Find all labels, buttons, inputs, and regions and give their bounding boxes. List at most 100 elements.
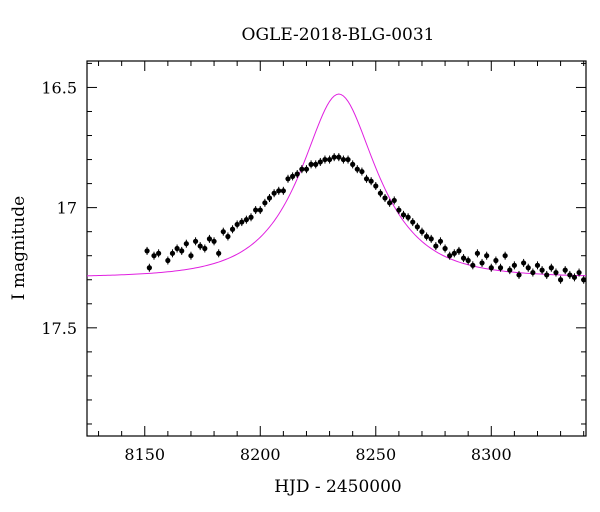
data-point xyxy=(521,260,527,266)
data-point xyxy=(447,253,453,259)
data-point xyxy=(567,272,573,278)
data-point xyxy=(340,156,347,163)
data-point xyxy=(234,221,240,228)
data-point xyxy=(220,229,226,235)
y-tick-label: 17.5 xyxy=(41,319,77,338)
data-point xyxy=(331,154,337,160)
data-point xyxy=(183,241,189,247)
data-point xyxy=(451,250,457,256)
data-point xyxy=(216,250,222,256)
data-point xyxy=(576,269,582,276)
data-point xyxy=(192,238,199,244)
data-point xyxy=(197,243,203,249)
data-point xyxy=(539,267,545,273)
data-point xyxy=(280,188,286,194)
model-curve xyxy=(86,93,587,277)
data-point xyxy=(294,171,300,177)
x-tick-label: 8150 xyxy=(124,445,165,464)
data-point xyxy=(377,190,383,196)
data-point xyxy=(169,250,176,256)
data-point xyxy=(156,250,162,256)
data-point xyxy=(373,183,379,189)
data-point xyxy=(165,257,171,264)
data-point xyxy=(257,207,263,213)
data-point xyxy=(511,262,517,268)
data-point xyxy=(497,265,504,271)
data-point xyxy=(414,224,420,230)
data-point xyxy=(336,154,342,160)
data-point xyxy=(553,269,559,276)
data-point xyxy=(271,190,277,196)
data-point xyxy=(243,217,250,223)
model-curve-layer xyxy=(86,93,587,277)
y-tick-label: 17 xyxy=(57,199,77,218)
data-point xyxy=(363,176,370,182)
data-point xyxy=(202,245,208,252)
x-axis-label: HJD - 2450000 xyxy=(274,477,402,497)
data-point xyxy=(144,248,150,254)
data-point xyxy=(229,226,236,232)
data-point xyxy=(423,233,430,240)
data-point xyxy=(571,274,578,280)
tick-labels: 8150 8200 8250 8300 16.5 17 17.5 xyxy=(41,78,511,464)
data-point xyxy=(410,219,416,225)
axis-ticks xyxy=(87,61,586,436)
data-point xyxy=(206,236,213,242)
data-point xyxy=(382,195,388,201)
data-point xyxy=(303,166,310,172)
data-point xyxy=(313,161,319,167)
data-point xyxy=(174,245,180,252)
data-point xyxy=(562,267,568,273)
data-point xyxy=(350,161,356,167)
data-point xyxy=(400,212,407,218)
data-point xyxy=(433,243,439,249)
data-points xyxy=(144,153,587,284)
data-point xyxy=(359,168,365,175)
data-point xyxy=(507,267,513,273)
plot-frame xyxy=(86,60,587,437)
data-point xyxy=(516,272,522,278)
data-point xyxy=(308,161,314,167)
data-point xyxy=(544,272,550,278)
data-point xyxy=(239,219,245,225)
data-point xyxy=(225,233,231,240)
data-point xyxy=(146,265,152,271)
data-point xyxy=(493,257,499,264)
data-point xyxy=(345,156,351,163)
data-point xyxy=(290,173,296,179)
y-tick-label: 16.5 xyxy=(41,78,77,97)
data-point xyxy=(502,253,508,259)
data-point xyxy=(460,255,467,261)
data-point xyxy=(211,238,217,244)
x-tick-label: 8300 xyxy=(471,445,512,464)
data-point xyxy=(285,176,291,182)
chart-title: OGLE-2018-BLG-0031 xyxy=(242,25,435,45)
data-point xyxy=(253,207,259,213)
y-axis-label: I magnitude xyxy=(9,196,29,300)
x-tick-label: 8250 xyxy=(355,445,396,464)
data-point xyxy=(179,248,185,254)
data-point xyxy=(456,248,462,254)
data-point xyxy=(326,156,333,163)
data-point xyxy=(479,260,485,266)
data-point xyxy=(470,262,476,268)
data-point xyxy=(262,200,268,206)
data-point xyxy=(276,188,282,194)
data-point xyxy=(525,265,531,271)
data-point xyxy=(248,214,254,220)
data-point xyxy=(405,214,411,220)
data-point xyxy=(534,262,541,268)
data-point xyxy=(266,195,273,201)
data-point xyxy=(396,207,402,213)
data-point xyxy=(322,156,328,163)
data-point xyxy=(387,200,393,206)
data-point xyxy=(442,245,448,252)
data-point xyxy=(299,166,305,172)
data-point xyxy=(391,197,397,204)
data-point xyxy=(419,229,425,235)
data-point xyxy=(488,265,494,271)
data-point xyxy=(530,269,536,276)
data-point xyxy=(548,265,554,271)
data-point xyxy=(354,166,360,172)
